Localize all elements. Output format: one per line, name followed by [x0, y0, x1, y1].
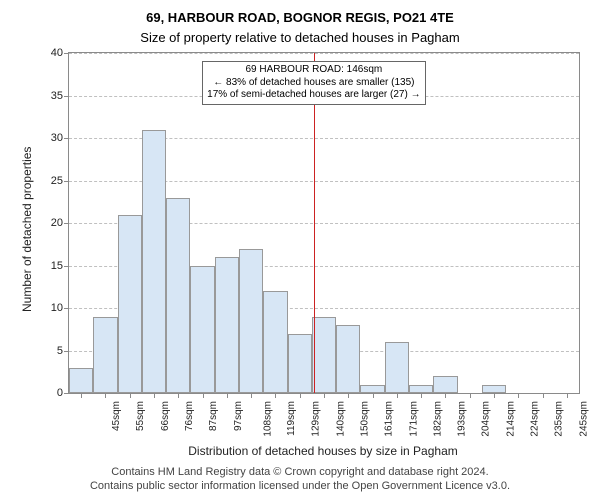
y-tick-label: 10: [51, 302, 69, 314]
y-tick-label: 15: [51, 260, 69, 272]
x-tick-label: 193sqm: [457, 401, 468, 437]
histogram-bar: [93, 317, 117, 394]
x-tick-mark: [154, 393, 155, 398]
x-tick-label: 204sqm: [481, 401, 492, 437]
x-axis-label: Distribution of detached houses by size …: [68, 444, 578, 458]
histogram-bar: [312, 317, 336, 394]
x-tick-label: 182sqm: [432, 401, 443, 437]
x-tick-label: 108sqm: [262, 401, 273, 437]
histogram-bar: [263, 291, 287, 393]
histogram-bar: [288, 334, 312, 394]
x-tick-label: 245sqm: [578, 401, 589, 437]
x-tick-label: 129sqm: [311, 401, 322, 437]
histogram-bar: [385, 342, 409, 393]
x-tick-mark: [227, 393, 228, 398]
x-tick-mark: [251, 393, 252, 398]
y-tick-label: 35: [51, 90, 69, 102]
x-tick-label: 119sqm: [286, 401, 297, 436]
x-tick-label: 235sqm: [554, 401, 565, 437]
x-tick-label: 150sqm: [360, 401, 371, 437]
x-tick-mark: [373, 393, 374, 398]
x-tick-label: 76sqm: [184, 401, 195, 431]
histogram-bar: [336, 325, 360, 393]
y-axis-label: Number of detached properties: [20, 147, 34, 312]
x-tick-mark: [300, 393, 301, 398]
x-tick-mark: [567, 393, 568, 398]
chart-container: { "title": "69, HARBOUR ROAD, BOGNOR REG…: [0, 0, 600, 500]
x-tick-label: 224sqm: [530, 401, 541, 437]
histogram-bar: [142, 130, 166, 394]
histogram-bar: [239, 249, 263, 394]
histogram-bar: [360, 385, 384, 394]
x-tick-mark: [324, 393, 325, 398]
annotation-box: 69 HARBOUR ROAD: 146sqm ← 83% of detache…: [202, 61, 425, 105]
plot-area: 0510152025303540 45sqm55sqm66sqm76sqm87s…: [68, 52, 580, 394]
histogram-bar: [190, 266, 214, 394]
footer-line-2: Contains public sector information licen…: [0, 480, 600, 492]
x-tick-mark: [543, 393, 544, 398]
x-tick-mark: [275, 393, 276, 398]
x-tick-mark: [203, 393, 204, 398]
x-tick-mark: [130, 393, 131, 398]
x-tick-mark: [397, 393, 398, 398]
x-tick-mark: [494, 393, 495, 398]
x-tick-label: 171sqm: [408, 401, 419, 437]
x-tick-mark: [105, 393, 106, 398]
chart-subtitle: Size of property relative to detached ho…: [0, 30, 600, 45]
x-tick-label: 140sqm: [335, 401, 346, 437]
histogram-bar: [433, 376, 457, 393]
histogram-bar: [69, 368, 93, 394]
y-tick-label: 0: [57, 387, 69, 399]
histogram-bar: [215, 257, 239, 393]
annotation-line-3: 17% of semi-detached houses are larger (…: [207, 89, 420, 102]
annotation-line-2: ← 83% of detached houses are smaller (13…: [207, 77, 420, 90]
x-tick-mark: [178, 393, 179, 398]
y-tick-label: 25: [51, 175, 69, 187]
x-tick-label: 66sqm: [160, 401, 171, 431]
histogram-bar: [166, 198, 190, 394]
y-tick-label: 20: [51, 217, 69, 229]
footer-line-1: Contains HM Land Registry data © Crown c…: [0, 466, 600, 478]
chart-title: 69, HARBOUR ROAD, BOGNOR REGIS, PO21 4TE: [0, 10, 600, 25]
x-tick-mark: [81, 393, 82, 398]
x-tick-mark: [470, 393, 471, 398]
x-tick-mark: [518, 393, 519, 398]
x-tick-mark: [348, 393, 349, 398]
annotation-line-1: 69 HARBOUR ROAD: 146sqm: [207, 64, 420, 77]
x-tick-label: 55sqm: [135, 401, 146, 431]
x-tick-label: 214sqm: [505, 401, 516, 437]
histogram-bar: [409, 385, 433, 394]
x-tick-label: 161sqm: [384, 401, 395, 437]
x-tick-label: 87sqm: [208, 401, 219, 431]
histogram-bar: [118, 215, 142, 394]
x-tick-label: 97sqm: [233, 401, 244, 431]
y-tick-label: 30: [51, 132, 69, 144]
x-tick-mark: [421, 393, 422, 398]
y-tick-label: 5: [57, 345, 69, 357]
grid-line: [69, 53, 579, 54]
y-tick-label: 40: [51, 47, 69, 59]
x-tick-label: 45sqm: [111, 401, 122, 431]
x-tick-mark: [445, 393, 446, 398]
histogram-bar: [482, 385, 506, 394]
